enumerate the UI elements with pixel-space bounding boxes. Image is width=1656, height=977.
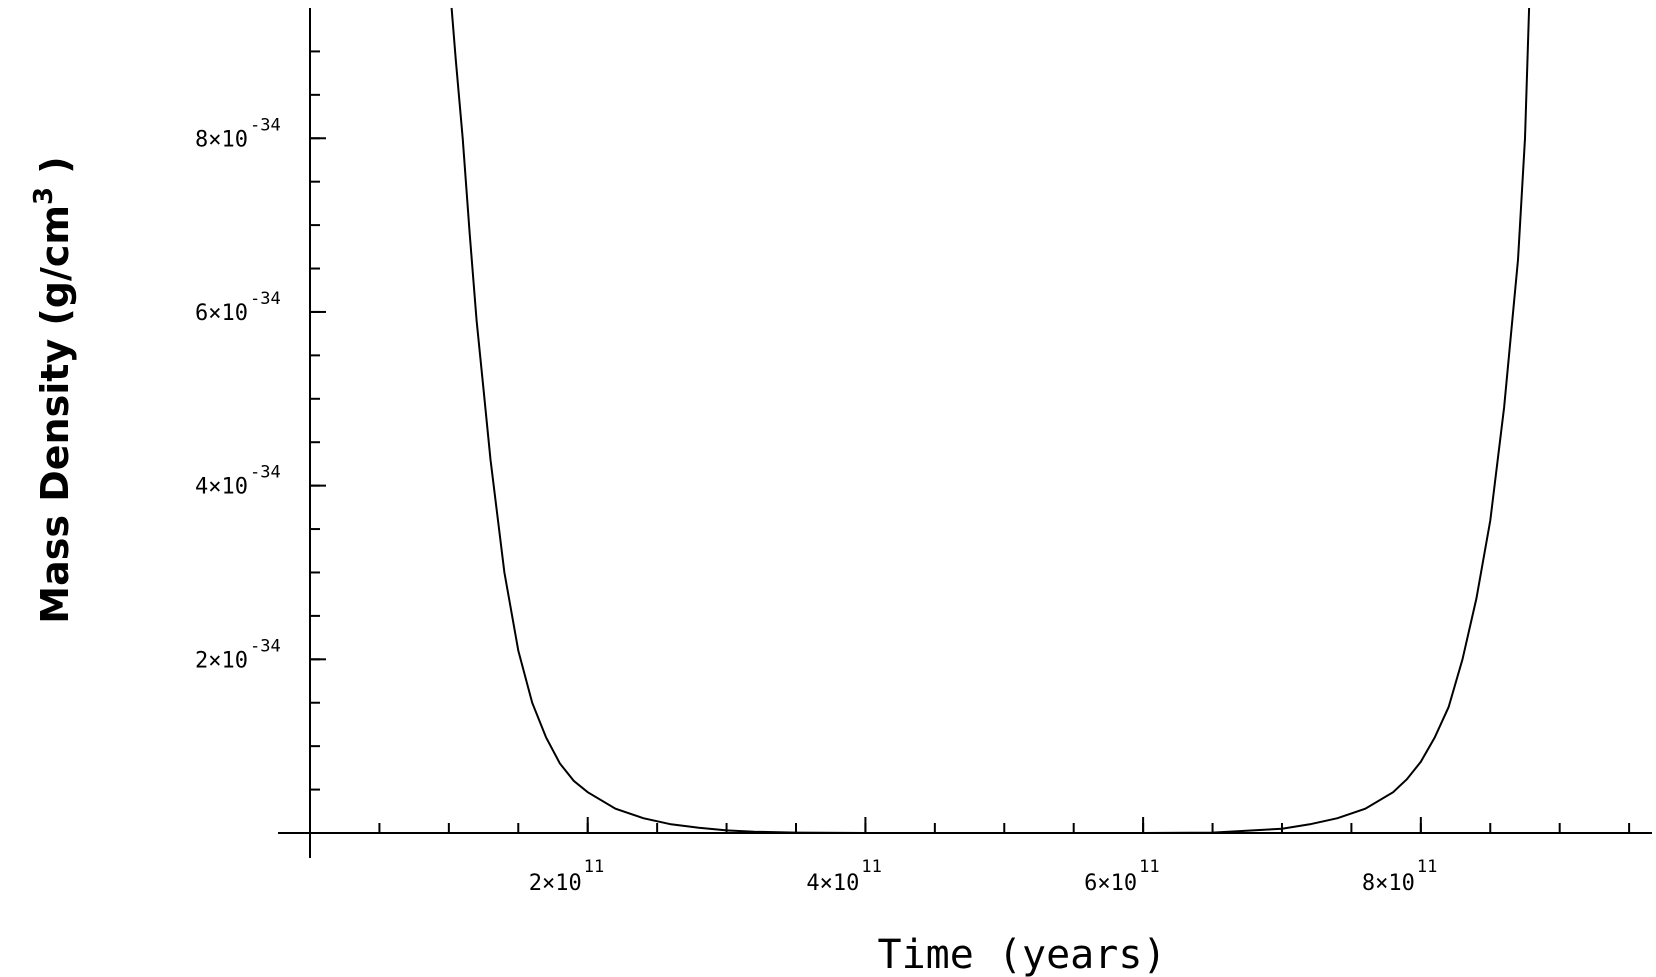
y-tick-label: 2×10 xyxy=(195,648,248,673)
y-tick-label: 4×10 xyxy=(195,475,248,500)
series-line-mass-density xyxy=(450,7,1531,834)
y-tick-exponent: -34 xyxy=(250,289,281,309)
y-axis-title-close: ) xyxy=(33,156,77,187)
x-tick-exponent: 11 xyxy=(1139,857,1159,877)
x-tick-label: 2×10 xyxy=(529,871,582,896)
y-axis-title-superscript: 3 xyxy=(29,187,59,205)
major-ticks xyxy=(310,137,1422,833)
y-tick-labels: 2×10-344×10-346×10-348×10-34 xyxy=(195,115,281,673)
y-axis-title: Mass Density (g/cm3 ) xyxy=(29,156,77,623)
y-tick-exponent: -34 xyxy=(250,463,281,483)
x-tick-exponent: 11 xyxy=(1417,857,1437,877)
x-tick-label: 4×10 xyxy=(806,871,859,896)
x-tick-label: 6×10 xyxy=(1084,871,1137,896)
y-tick-exponent: -34 xyxy=(250,636,281,656)
x-tick-exponent: 11 xyxy=(861,857,881,877)
y-tick-exponent: -34 xyxy=(250,115,281,135)
minor-ticks xyxy=(310,50,1631,833)
y-tick-label: 6×10 xyxy=(195,301,248,326)
x-tick-exponent: 11 xyxy=(584,857,604,877)
y-axis-title-text: Mass Density (g/cm xyxy=(33,205,77,624)
x-axis-title: Time (years) xyxy=(878,932,1167,977)
x-tick-label: 8×10 xyxy=(1362,871,1415,896)
svg-text:Mass Density (g/cm3 ): Mass Density (g/cm3 ) xyxy=(29,156,77,623)
y-tick-label: 8×10 xyxy=(195,127,248,152)
